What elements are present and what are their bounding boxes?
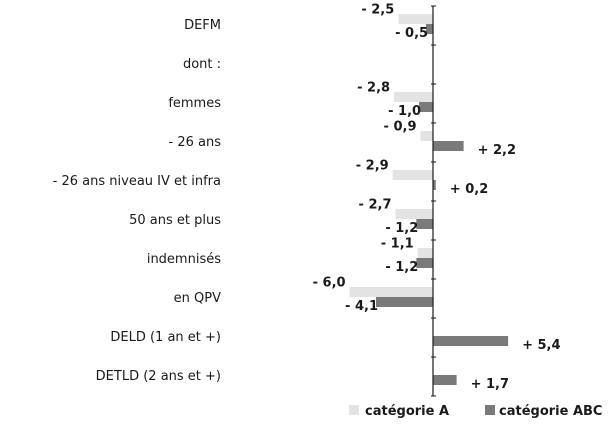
bar-categorie-abc: [433, 336, 509, 346]
bar-categorie-a: [417, 248, 433, 258]
category-label: - 26 ans niveau IV et infra: [53, 174, 221, 189]
legend-swatch-categorie-a: [349, 405, 359, 415]
data-label: - 2,9: [356, 159, 389, 174]
category-label: DEFM: [184, 18, 221, 33]
data-label: - 2,5: [361, 3, 394, 18]
zero-axis: [431, 5, 436, 397]
data-label: - 2,8: [357, 81, 390, 96]
category-label: en QPV: [174, 291, 221, 306]
data-label: - 1,2: [385, 221, 418, 236]
bar-categorie-a: [395, 209, 433, 219]
category-label: dont :: [183, 57, 221, 72]
category-label: - 26 ans: [169, 135, 222, 150]
data-label: - 2,7: [359, 198, 392, 213]
bar-categorie-a: [398, 14, 434, 24]
bar-categorie-abc: [426, 24, 434, 34]
bars: [349, 14, 509, 385]
category-label: DELD (1 an et +): [110, 330, 221, 345]
bar-categorie-abc: [433, 141, 464, 151]
data-label: + 0,2: [450, 182, 488, 197]
category-label: DETLD (2 ans et +): [96, 369, 221, 384]
category-labels: DEFM dont : femmes - 26 ans - 26 ans niveau …: [53, 18, 222, 384]
bar-categorie-abc: [419, 102, 433, 112]
data-label: + 5,4: [522, 338, 560, 353]
bar-categorie-a: [349, 287, 433, 297]
legend-label-categorie-abc: catégorie ABC: [499, 404, 602, 419]
legend-swatch-categorie-abc: [485, 405, 495, 415]
data-label: - 6,0: [313, 276, 346, 291]
bar-categorie-abc: [416, 258, 433, 268]
data-label: - 1,1: [381, 237, 414, 252]
legend-label-categorie-a: catégorie A: [365, 404, 449, 419]
bar-categorie-abc: [376, 297, 433, 307]
bar-categorie-a: [420, 131, 433, 141]
data-label: - 0,9: [384, 120, 417, 135]
category-label: femmes: [168, 96, 221, 111]
data-label: - 0,5: [395, 26, 428, 41]
bar-categorie-abc: [433, 375, 457, 385]
category-label: indemnisés: [147, 252, 221, 267]
value-labels: - 2,5 - 2,8 - 0,9 - 2,9 - 2,7 - 1,1 - 6,0 - 0,5…: [313, 3, 561, 393]
bar-categorie-abc: [416, 219, 433, 229]
bar-categorie-abc: [433, 180, 436, 190]
category-label: 50 ans et plus: [129, 213, 221, 228]
data-label: - 1,2: [385, 260, 418, 275]
bar-categorie-a: [392, 170, 433, 180]
bar-categorie-a: [394, 92, 433, 102]
data-label: + 2,2: [478, 143, 516, 158]
data-label: - 4,1: [345, 299, 378, 314]
data-label: + 1,7: [471, 377, 509, 392]
legend: catégorie A catégorie ABC: [349, 404, 602, 419]
data-label: - 1,0: [388, 104, 421, 119]
